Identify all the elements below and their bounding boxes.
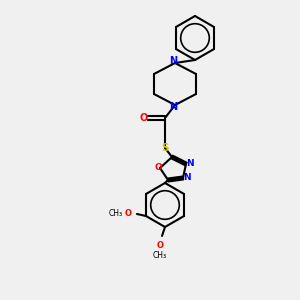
- Text: N: N: [169, 102, 177, 112]
- Text: N: N: [183, 173, 191, 182]
- Text: O: O: [154, 164, 162, 172]
- Text: CH₃: CH₃: [153, 250, 167, 260]
- Text: CH₃: CH₃: [109, 209, 123, 218]
- Text: S: S: [161, 143, 169, 153]
- Text: O: O: [140, 113, 148, 123]
- Text: N: N: [169, 56, 177, 66]
- Text: O: O: [157, 241, 164, 250]
- Text: O: O: [124, 209, 131, 218]
- Text: N: N: [186, 160, 194, 169]
